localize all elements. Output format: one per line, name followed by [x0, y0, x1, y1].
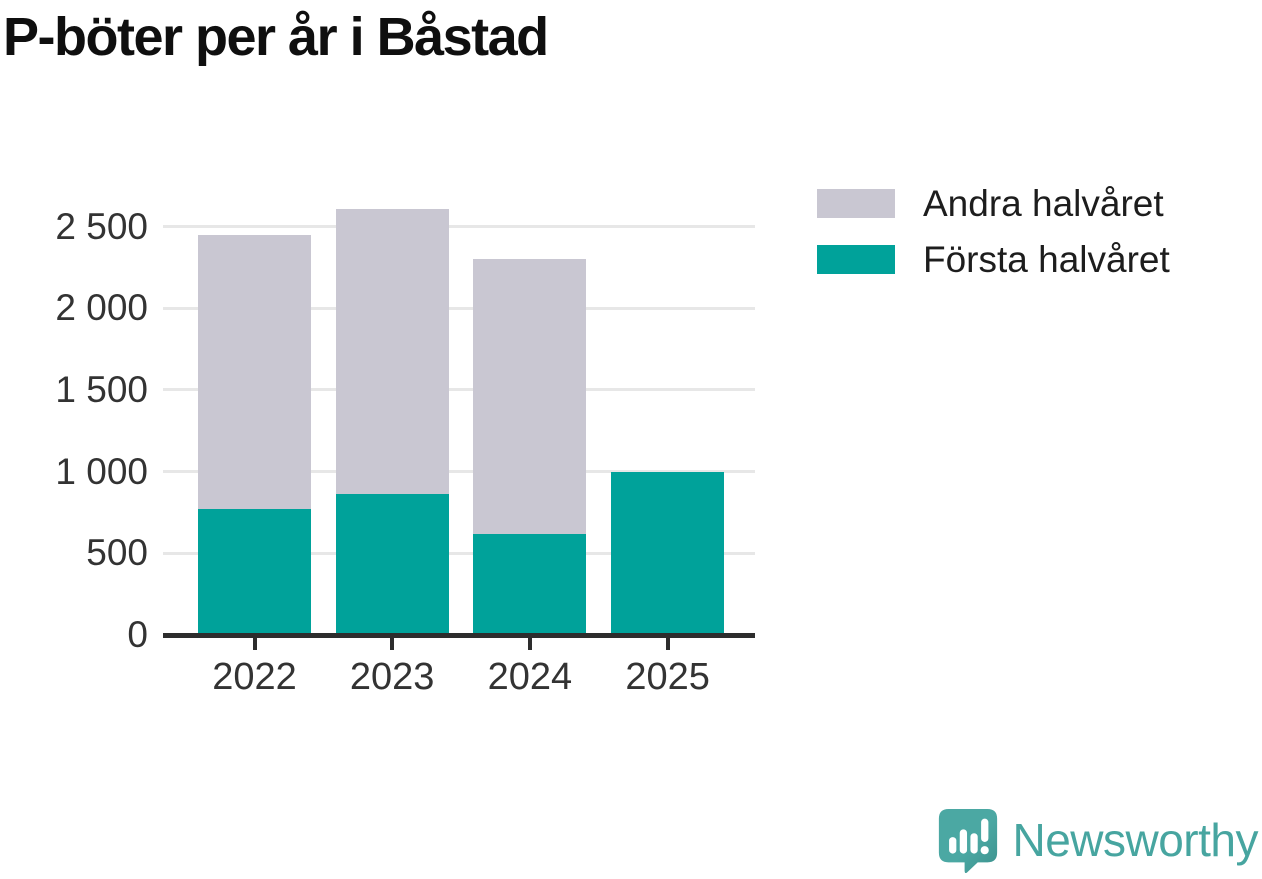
y-axis-tick-label: 1 000: [55, 450, 148, 492]
x-axis-tick-label: 2025: [625, 656, 710, 698]
bar-segment-second-half: [198, 234, 311, 510]
x-axis-tick: [665, 637, 670, 650]
legend-label: Andra halvåret: [923, 183, 1164, 224]
y-axis-tick-label: 2 500: [55, 205, 148, 247]
legend-label: Första halvåret: [923, 239, 1170, 280]
bar-segment-first-half: [198, 509, 311, 635]
x-axis-tick-label: 2022: [212, 656, 297, 698]
y-axis-tick-label: 2 000: [55, 287, 148, 329]
bar-segment-first-half: [473, 533, 587, 635]
bar-segment-second-half: [473, 259, 587, 534]
x-axis-tick: [390, 637, 395, 650]
newsworthy-logo-icon: [939, 808, 998, 873]
y-gridline: [163, 388, 755, 392]
y-gridline: [163, 551, 755, 555]
newsworthy-logo: Newsworthy: [936, 807, 1258, 873]
y-axis-tick-label: 500: [86, 532, 148, 574]
legend-swatch-second-half: [817, 189, 895, 218]
x-axis-tick: [527, 637, 532, 650]
newsworthy-brand-text: Newsworthy: [1012, 814, 1258, 866]
y-axis-tick-label: 0: [127, 614, 148, 655]
bar-segment-first-half: [611, 471, 725, 635]
y-gridline: [163, 225, 755, 228]
page-title: P-böter per år i Båstad: [3, 7, 549, 67]
y-gridline: [163, 470, 755, 474]
legend-item-first-half: Första halvåret: [817, 241, 1170, 278]
x-axis-tick: [252, 637, 257, 650]
x-axis-tick-label: 2024: [487, 656, 573, 698]
legend: Andra halvåret Första halvåret: [817, 185, 1170, 301]
legend-swatch-first-half: [817, 245, 895, 274]
bar-segment-second-half: [335, 209, 449, 494]
y-gridline: [163, 306, 755, 310]
y-axis-tick-label: 1 500: [55, 368, 148, 410]
bar-segment-first-half: [335, 493, 449, 635]
x-axis-line: [163, 632, 755, 638]
x-axis-tick-label: 2023: [349, 656, 435, 698]
legend-item-second-half: Andra halvåret: [817, 185, 1170, 222]
